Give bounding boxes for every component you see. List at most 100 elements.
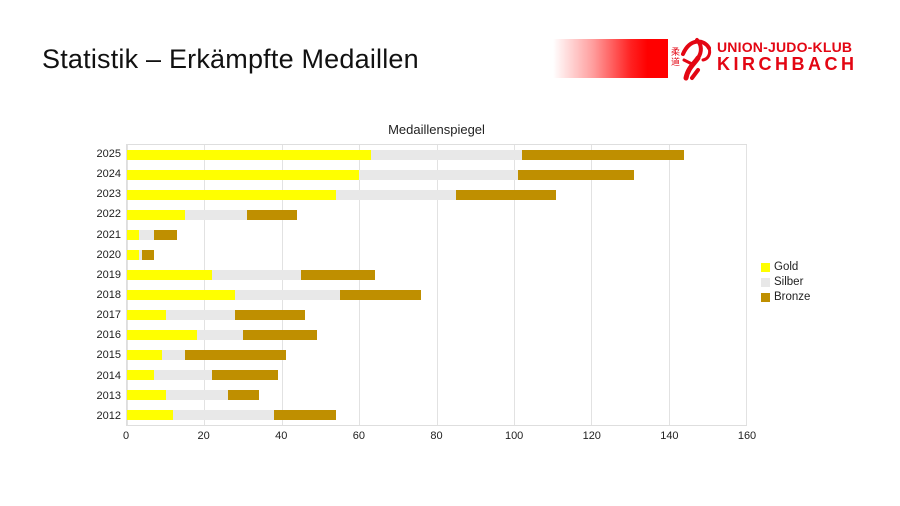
- bar-segment-bronze: [521, 150, 685, 160]
- logo-text: UNION-JUDO-KLUB KIRCHBACH: [717, 40, 858, 74]
- medal-chart: Medaillenspiegel 2025 2024 2023 2022 2021 202…: [85, 120, 811, 450]
- chart-row: [127, 325, 746, 345]
- bar-segment-bronze: [301, 270, 375, 280]
- plot-area: [126, 144, 747, 426]
- chart-row: [127, 285, 746, 305]
- y-axis-label: 2017: [96, 309, 121, 322]
- y-axis-labels: 2025 2024 2023 2022 2021 2020 2019 2018 2017 2016…: [85, 144, 121, 426]
- stacked-bar: [127, 210, 746, 220]
- stacked-bar: [127, 270, 746, 280]
- chart-row: [127, 345, 746, 365]
- bar-segment-silber: [138, 230, 155, 240]
- bar-segment-bronze: [185, 350, 286, 360]
- chart-row: [127, 225, 746, 245]
- chart-row: [127, 305, 746, 325]
- gridline: [746, 145, 747, 425]
- bar-segment-bronze: [517, 170, 634, 180]
- gridline: [204, 145, 206, 425]
- y-axis-label: 2024: [96, 168, 121, 181]
- stacked-bar: [127, 290, 746, 300]
- gridline: [513, 145, 515, 425]
- red-gradient-bar: [553, 39, 668, 78]
- y-axis-label: 2016: [96, 329, 121, 342]
- bar-segment-bronze: [339, 290, 421, 300]
- bar-segment-silber: [359, 170, 518, 180]
- gridline: [436, 145, 438, 425]
- gridline: [591, 145, 593, 425]
- stacked-bar: [127, 350, 746, 360]
- x-axis-tick-label: 40: [275, 430, 288, 442]
- chart-title: Medaillenspiegel: [388, 122, 485, 137]
- bar-segment-silber: [161, 350, 186, 360]
- bar-segment-bronze: [243, 330, 317, 340]
- logo-text-line1: UNION-JUDO-KLUB: [717, 39, 853, 56]
- gridline: [668, 145, 670, 425]
- kanji-bottom: 道: [671, 56, 680, 67]
- y-axis-label: 2019: [96, 268, 121, 281]
- legend-item-bronze: Bronze: [761, 291, 810, 303]
- judo-figure-icon: 柔 道: [671, 33, 715, 81]
- bar-segment-bronze: [212, 370, 278, 380]
- bar-segment-silber: [154, 370, 213, 380]
- legend-marker-silber: [761, 277, 770, 287]
- kanji-top: 柔: [671, 47, 680, 57]
- legend-item-silber: Silber: [761, 276, 810, 288]
- stacked-bar: [127, 370, 746, 380]
- bar-segment-silber: [165, 390, 228, 400]
- bar-segment-silber: [212, 270, 302, 280]
- bar-segment-gold: [127, 190, 336, 200]
- legend-label: Silber: [774, 276, 804, 288]
- stacked-bar: [127, 170, 746, 180]
- bar-segment-bronze: [227, 390, 259, 400]
- bar-segment-silber: [196, 330, 244, 340]
- x-axis-tick-label: 60: [352, 430, 365, 442]
- club-logo: 柔 道 UNION-JUDO-KLUB KIRCHBACH: [671, 33, 858, 81]
- x-axis-tick-label: 20: [197, 430, 210, 442]
- x-axis-tick-label: 120: [582, 430, 601, 442]
- x-axis-tick-label: 140: [660, 430, 679, 442]
- chart-legend: Gold Silber Bronze: [761, 261, 810, 303]
- bar-segment-gold: [127, 150, 371, 160]
- bar-segment-bronze: [246, 210, 298, 220]
- chart-row: [127, 145, 746, 165]
- legend-label: Gold: [774, 261, 799, 273]
- gridline: [359, 145, 361, 425]
- stacked-bar: [127, 310, 746, 320]
- y-axis-label: 2020: [96, 248, 121, 261]
- bar-segment-bronze: [235, 310, 305, 320]
- bar-segment-bronze: [274, 410, 336, 420]
- bar-segment-gold: [127, 290, 236, 300]
- bar-segment-bronze: [154, 230, 178, 240]
- y-axis-label: 2014: [96, 369, 121, 382]
- y-axis-label: 2022: [96, 208, 121, 221]
- bar-segment-bronze: [142, 250, 155, 260]
- bar-segment-gold: [127, 370, 155, 380]
- bar-segment-silber: [335, 190, 456, 200]
- stacked-bar: [127, 230, 746, 240]
- bar-segment-gold: [127, 410, 174, 420]
- x-axis-tick-label: 160: [737, 430, 757, 442]
- y-axis-label: 2018: [96, 289, 121, 302]
- legend-marker-gold: [761, 262, 770, 272]
- bar-segment-bronze: [455, 190, 557, 200]
- y-axis-label: 2015: [96, 349, 121, 362]
- gridline: [127, 145, 128, 425]
- y-axis-label: 2013: [96, 389, 121, 402]
- y-axis-label: 2012: [96, 409, 121, 422]
- stacked-bar: [127, 410, 746, 420]
- stacked-bar: [127, 150, 746, 160]
- bar-segment-silber: [235, 290, 340, 300]
- bar-segment-silber: [173, 410, 274, 420]
- x-axis-tick-label: 100: [504, 430, 524, 442]
- stacked-bar: [127, 330, 746, 340]
- legend-item-gold: Gold: [761, 261, 810, 273]
- chart-row: [127, 265, 746, 285]
- chart-row: [127, 385, 746, 405]
- bar-segment-gold: [127, 390, 166, 400]
- bar-segment-gold: [127, 330, 197, 340]
- bar-segment-silber: [370, 150, 522, 160]
- stacked-bar: [127, 390, 746, 400]
- x-axis-tick-label: 0: [122, 430, 130, 442]
- bar-segment-gold: [127, 350, 162, 360]
- stacked-bar: [127, 190, 746, 200]
